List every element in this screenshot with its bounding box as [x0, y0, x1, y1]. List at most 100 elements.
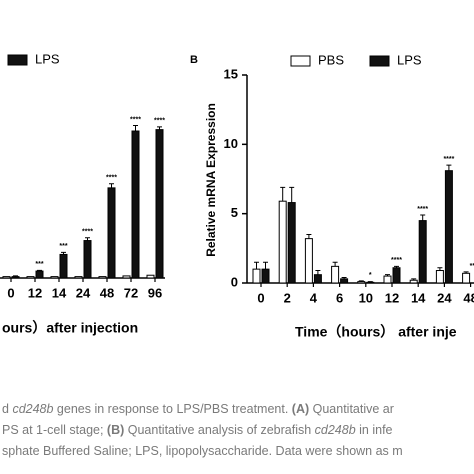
significance-label: **** — [443, 156, 454, 163]
bar — [146, 274, 155, 279]
error-bar — [157, 126, 162, 130]
legend-swatch — [7, 54, 28, 66]
error-bar — [437, 267, 443, 271]
x-axis-title: ours）after injection — [2, 320, 138, 336]
y-tick-label: 0 — [231, 274, 238, 289]
significance-label: * — [369, 272, 372, 279]
x-tick-label: 14 — [411, 290, 426, 305]
x-tick-label: 72 — [124, 285, 138, 300]
error-bar — [37, 269, 42, 272]
x-tick-label: 48 — [100, 285, 114, 300]
bar — [2, 276, 11, 279]
x-axis-title: Time（hours） after inje — [295, 324, 457, 340]
x-tick-label: 24 — [437, 290, 452, 305]
bar — [131, 130, 140, 279]
bar — [444, 170, 453, 284]
bar — [418, 220, 427, 284]
bar — [392, 267, 401, 284]
bar — [340, 278, 349, 284]
bar — [252, 268, 261, 284]
bar — [435, 270, 444, 284]
bar — [50, 276, 59, 279]
error-bar — [254, 261, 259, 270]
error-bar — [263, 261, 268, 270]
bar — [98, 276, 107, 279]
bar — [462, 272, 471, 284]
x-tick-label: 12 — [385, 290, 399, 305]
bar — [287, 202, 296, 284]
error-bar — [85, 237, 90, 241]
legend-swatch — [369, 55, 390, 67]
caption-segment: in infe — [356, 423, 393, 437]
x-tick-label: 2 — [284, 290, 291, 305]
x-tick-label: 0 — [257, 290, 264, 305]
x-tick-label: 96 — [148, 285, 162, 300]
caption-segment: (A) — [292, 402, 309, 416]
caption-segment: sphate Buffered Saline; LPS, lipopolysac… — [2, 444, 403, 458]
significance-label: **** — [417, 206, 428, 213]
significance-label: **** — [82, 229, 93, 236]
legend-label: PBS — [318, 52, 344, 67]
error-bar — [61, 251, 66, 255]
significance-label: **** — [391, 257, 402, 264]
bar — [383, 275, 392, 284]
caption-segment: d — [2, 402, 12, 416]
y-axis-title: Relative mRNA Expression — [204, 103, 218, 257]
caption-segment: cd248b — [315, 423, 356, 437]
bar — [11, 276, 20, 279]
error-bar — [133, 124, 138, 132]
error-bar — [332, 261, 338, 267]
x-tick-label: 14 — [52, 285, 67, 300]
significance-label: **** — [154, 118, 165, 125]
caption-segment: Quantitative analysis of zebrafish — [124, 423, 314, 437]
legend-swatch — [290, 55, 311, 67]
caption-line: d cd248b genes in response to LPS/PBS tr… — [2, 402, 394, 416]
significance-label: *** — [35, 261, 43, 268]
error-bar — [394, 265, 399, 268]
x-tick-label: 48 — [463, 290, 474, 305]
x-tick-label: 0 — [7, 285, 14, 300]
error-bar — [385, 274, 390, 277]
error-bar — [341, 276, 347, 279]
error-bar — [306, 233, 312, 239]
caption-segment: (B) — [107, 423, 124, 437]
y-tick-label: 10 — [224, 136, 238, 151]
error-bar — [280, 186, 286, 202]
error-bar — [13, 275, 18, 277]
significance-label: *** — [59, 243, 67, 250]
bar — [409, 279, 418, 284]
error-bar — [411, 278, 417, 281]
bar — [366, 281, 375, 284]
bar — [26, 276, 35, 279]
x-tick-label: 12 — [28, 285, 42, 300]
error-bar — [420, 214, 426, 221]
error-bar — [446, 164, 452, 171]
bar — [313, 274, 322, 284]
error-bar — [463, 271, 469, 274]
bar — [83, 240, 92, 279]
error-bar — [109, 183, 114, 188]
bar — [74, 276, 83, 279]
caption-line: sphate Buffered Saline; LPS, lipopolysac… — [2, 444, 403, 458]
legend-label: LPS — [397, 52, 422, 67]
bar — [331, 265, 340, 284]
bar — [261, 268, 270, 284]
caption-segment: Quantitative ar — [309, 402, 394, 416]
y-tick-label: 5 — [231, 205, 238, 220]
panel-label: B — [190, 54, 198, 66]
error-bar — [367, 281, 373, 283]
x-tick-label: 24 — [76, 285, 91, 300]
caption-segment: PS at 1-cell stage; — [2, 423, 107, 437]
bar — [122, 275, 131, 279]
y-tick-label: 15 — [224, 66, 238, 81]
caption-segment: cd248b — [12, 402, 53, 416]
x-tick-label: 6 — [336, 290, 343, 305]
bar — [304, 238, 313, 284]
bar — [35, 270, 44, 279]
significance-label: **** — [106, 175, 117, 182]
caption-line: PS at 1-cell stage; (B) Quantitative ana… — [2, 423, 393, 437]
x-tick-label: 4 — [310, 290, 318, 305]
caption-segment: genes in response to LPS/PBS treatment. — [53, 402, 291, 416]
x-tick-label: 10 — [359, 290, 373, 305]
